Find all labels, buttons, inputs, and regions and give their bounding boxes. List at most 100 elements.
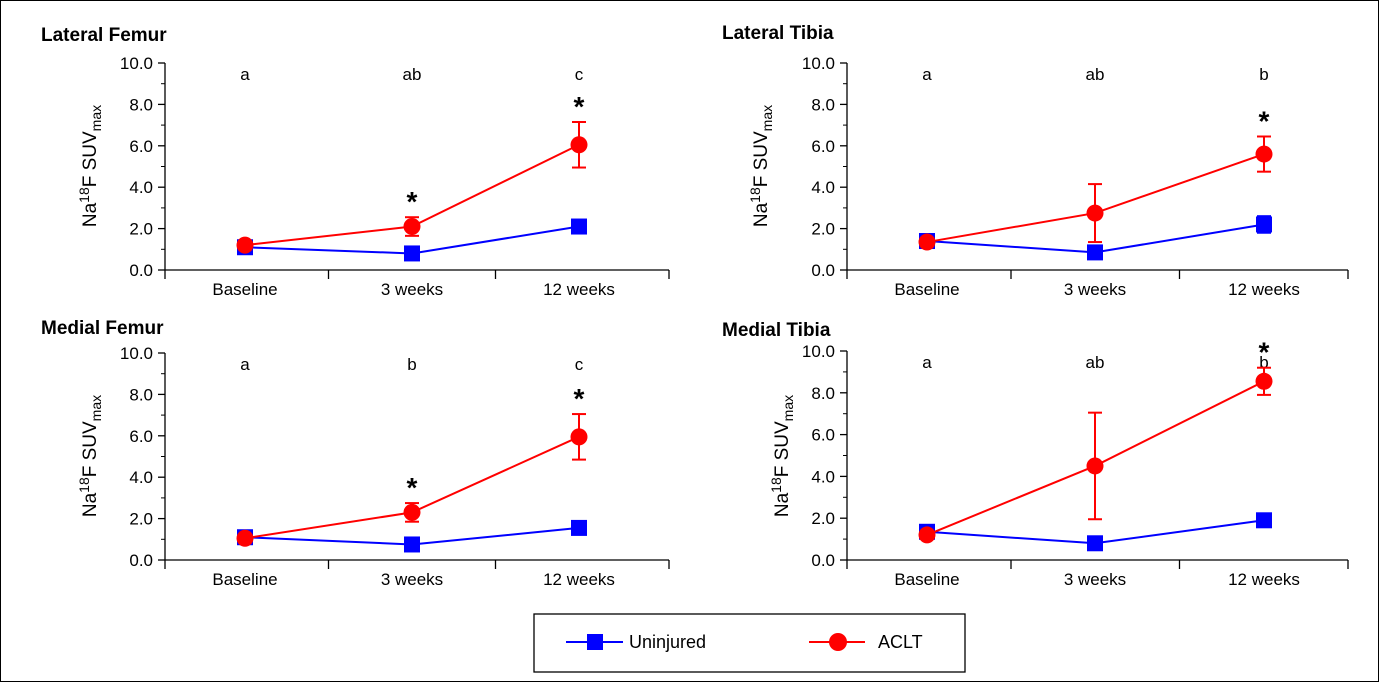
- significance-star: *: [407, 472, 418, 503]
- significance-letter: ab: [403, 65, 422, 84]
- x-tick-label: Baseline: [212, 280, 277, 299]
- data-point: [1087, 244, 1103, 261]
- significance-letter: c: [575, 65, 584, 84]
- panel-title: Medial Tibia: [722, 320, 831, 341]
- data-point: [1255, 145, 1273, 163]
- y-tick-label: 2.0: [811, 509, 835, 528]
- significance-star: *: [1259, 337, 1270, 368]
- series-uninjured: [237, 519, 587, 553]
- data-point: [1256, 512, 1272, 529]
- series-aclt: [236, 120, 588, 254]
- panel-title: Lateral Femur: [41, 25, 167, 46]
- y-axis-label: Na18F SUVmax: [768, 395, 796, 517]
- significance-letter: a: [240, 65, 250, 84]
- y-tick-label: 0.0: [129, 261, 153, 280]
- significance-letter: ab: [1086, 353, 1105, 372]
- x-tick-label: 3 weeks: [1064, 570, 1126, 589]
- data-point: [236, 529, 254, 547]
- chart-panel-1: Lateral Femur Na18F SUVmax 0.0 2.0 4.0 6.0 8.0…: [41, 25, 670, 299]
- data-point: [1086, 457, 1104, 475]
- significance-letter: a: [922, 65, 932, 84]
- y-tick-label: 0.0: [129, 551, 153, 570]
- y-tick-label: 2.0: [129, 220, 153, 239]
- y-tick-label: 10.0: [802, 342, 835, 361]
- x-tick-label: 12 weeks: [543, 280, 615, 299]
- data-point: [404, 245, 420, 262]
- x-tick-label: 3 weeks: [381, 280, 443, 299]
- data-point: [236, 236, 254, 254]
- x-tick-label: 12 weeks: [1228, 570, 1300, 589]
- legend-marker-square: [587, 634, 603, 650]
- y-tick-label: 6.0: [811, 426, 835, 445]
- data-point: [403, 503, 421, 521]
- series-uninjured: [237, 218, 587, 262]
- legend-label: ACLT: [878, 632, 923, 652]
- y-tick-label: 10.0: [802, 54, 835, 73]
- legend: Uninjured ACLT: [533, 613, 966, 673]
- data-point: [1256, 216, 1272, 233]
- significance-star: *: [407, 186, 418, 217]
- x-tick-label: Baseline: [212, 570, 277, 589]
- series-aclt: [918, 135, 1273, 251]
- y-axis-label: Na18F SUVmax: [76, 395, 104, 517]
- significance-star: *: [1259, 105, 1270, 136]
- y-tick-label: 6.0: [811, 137, 835, 156]
- chart-panel-2: Lateral Tibia Na18F SUVmax 0.0 2.0 4.0 6.0 8.0…: [722, 23, 1349, 299]
- y-tick-label: 8.0: [129, 385, 153, 404]
- legend-marker-circle: [829, 633, 847, 651]
- y-tick-label: 6.0: [129, 427, 153, 446]
- data-point: [1086, 204, 1104, 222]
- significance-letter: b: [1259, 65, 1268, 84]
- legend-item-aclt: ACLT: [809, 632, 923, 652]
- x-tick-label: Baseline: [894, 570, 959, 589]
- significance-letter: c: [575, 355, 584, 374]
- data-point: [1255, 372, 1273, 390]
- y-tick-label: 4.0: [811, 178, 835, 197]
- y-tick-label: 8.0: [129, 95, 153, 114]
- y-tick-label: 6.0: [129, 137, 153, 156]
- y-axis-label: Na18F SUVmax: [747, 105, 775, 227]
- data-point: [918, 526, 936, 544]
- legend-item-uninjured: Uninjured: [566, 632, 706, 652]
- x-tick-label: 12 weeks: [1228, 280, 1300, 299]
- chart-panel-3: Medial Femur Na18F SUVmax 0.0 2.0 4.0 6.0 8.0 1…: [41, 318, 670, 589]
- y-tick-label: 8.0: [811, 95, 835, 114]
- x-tick-label: 12 weeks: [543, 570, 615, 589]
- y-tick-label: 2.0: [811, 220, 835, 239]
- y-tick-label: 0.0: [811, 261, 835, 280]
- data-point: [571, 218, 587, 235]
- y-tick-label: 10.0: [120, 344, 153, 363]
- data-point: [570, 136, 588, 154]
- data-point: [403, 218, 421, 236]
- y-tick-label: 0.0: [811, 551, 835, 570]
- x-tick-label: 3 weeks: [381, 570, 443, 589]
- significance-letter: ab: [1086, 65, 1105, 84]
- data-point: [404, 536, 420, 553]
- x-tick-label: Baseline: [894, 280, 959, 299]
- data-point: [571, 519, 587, 536]
- significance-star: *: [574, 383, 585, 414]
- data-point: [1087, 535, 1103, 552]
- panel-title: Lateral Tibia: [722, 23, 834, 44]
- series-aclt: [236, 413, 588, 547]
- y-tick-label: 8.0: [811, 384, 835, 403]
- significance-letter: b: [1259, 353, 1268, 372]
- y-axis-label: Na18F SUVmax: [76, 105, 104, 227]
- y-tick-label: 4.0: [129, 178, 153, 197]
- panel-title: Medial Femur: [41, 318, 164, 339]
- significance-star: *: [574, 91, 585, 122]
- data-point: [570, 428, 588, 446]
- y-tick-label: 4.0: [811, 467, 835, 486]
- legend-label: Uninjured: [629, 632, 706, 652]
- data-point: [918, 233, 936, 251]
- y-tick-label: 4.0: [129, 468, 153, 487]
- significance-letter: a: [240, 355, 250, 374]
- series-aclt: [918, 366, 1273, 544]
- x-tick-label: 3 weeks: [1064, 280, 1126, 299]
- significance-letter: a: [922, 353, 932, 372]
- y-tick-label: 10.0: [120, 54, 153, 73]
- chart-panel-4: Medial Tibia Na18F SUVmax 0.0 2.0 4.0 6.0 8.0 1…: [722, 320, 1349, 589]
- significance-letter: b: [407, 355, 416, 374]
